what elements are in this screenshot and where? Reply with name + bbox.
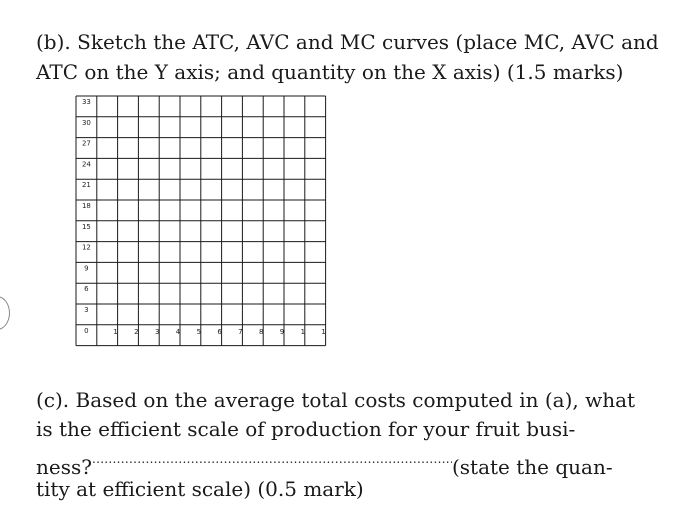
x-tick-label: 2 [134, 328, 138, 336]
x-tick-label: 9 [280, 328, 284, 336]
x-tick-label: 7 [238, 328, 242, 336]
x-tick-label: 1 [321, 328, 325, 336]
y-tick-label: 24 [82, 160, 91, 168]
y-tick-label: 30 [82, 119, 91, 127]
question-c-line-3-prefix: ness? [36, 455, 92, 479]
grid-lines [75, 95, 327, 347]
question-c-line-2: is the efficient scale of production for… [36, 417, 576, 441]
question-b-line-2: ATC on the Y axis; and quantity on the X… [36, 60, 624, 84]
x-tick-label: 4 [176, 328, 181, 336]
y-tick-label: 0 [84, 327, 88, 335]
x-tick-label: 3 [155, 328, 159, 336]
y-tick-label: 15 [82, 223, 91, 231]
y-tick-label: 18 [82, 202, 91, 210]
x-tick-label: 1 [113, 328, 117, 336]
x-tick-label: 1 [301, 328, 305, 336]
question-c-line-3: ness?...................................… [36, 445, 613, 482]
y-tick-label: 9 [84, 264, 88, 272]
x-tick-label: 6 [217, 328, 222, 336]
x-tick-label: 5 [197, 328, 201, 336]
y-tick-label: 3 [84, 306, 88, 314]
y-tick-label: 33 [82, 98, 91, 106]
question-c-line-1: (c). Based on the average total costs co… [36, 388, 636, 412]
question-c-line-3-suffix: (state the quan- [451, 455, 613, 479]
answer-blank-dots: ........................................… [91, 452, 452, 466]
y-tick-label: 6 [84, 285, 89, 293]
y-tick-label: 21 [82, 181, 91, 189]
question-c-line-4: tity at efficient scale) (0.5 mark) [36, 477, 364, 501]
y-tick-label: 27 [82, 140, 91, 148]
question-b-line-1: (b). Sketch the ATC, AVC and MC curves (… [36, 30, 659, 54]
x-axis-tick-labels: 1 2 3 4 5 6 7 8 9 1 1 [113, 328, 325, 336]
x-tick-label: 8 [259, 328, 263, 336]
y-tick-label: 12 [82, 244, 91, 252]
